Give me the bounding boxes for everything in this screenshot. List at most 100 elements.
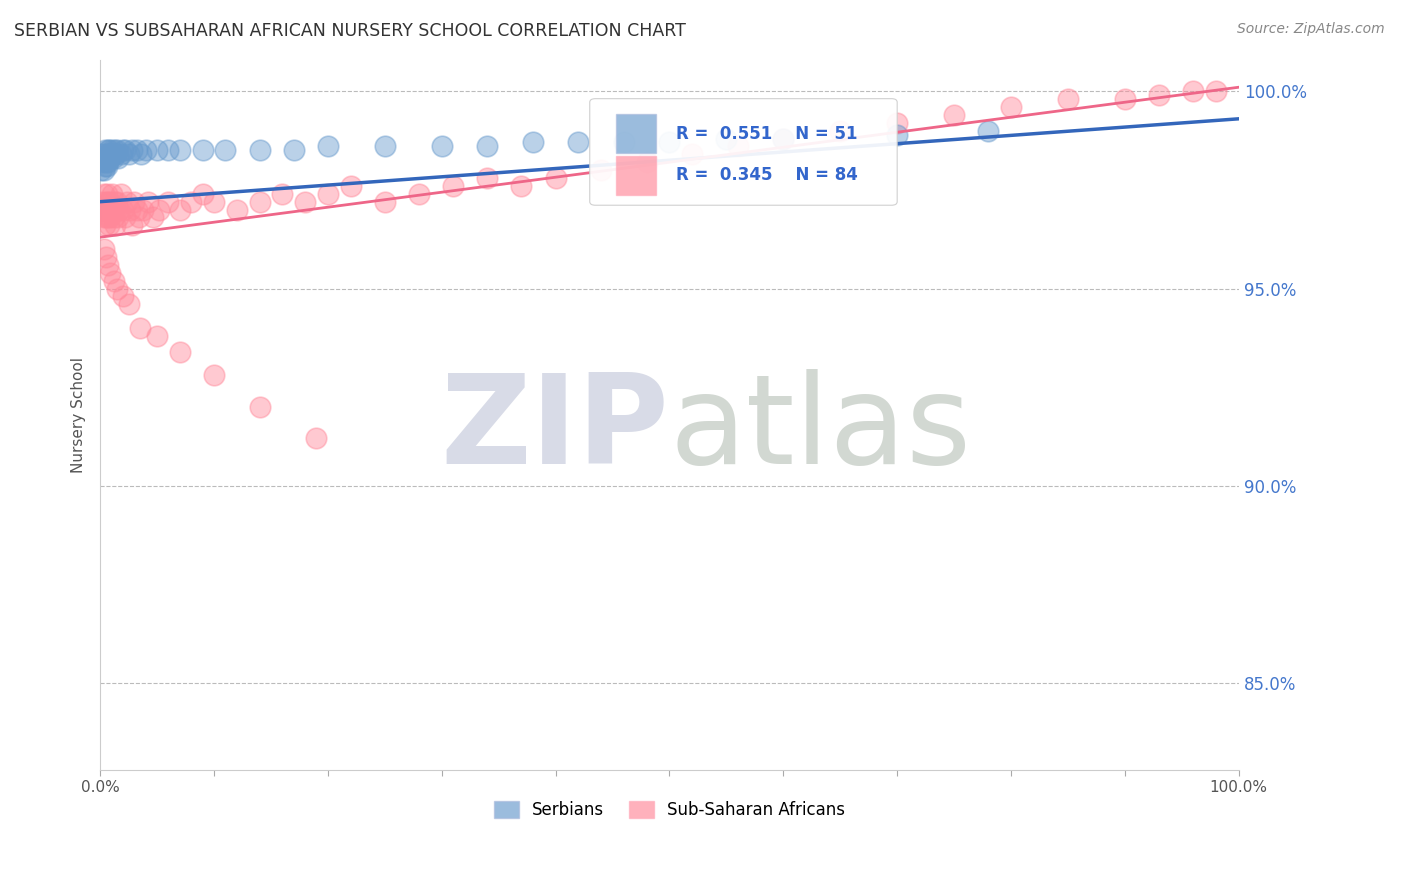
Point: [93, 202, 115, 217]
Point: [132, 202, 155, 217]
Point: [477, 139, 499, 153]
Point: [93, 144, 115, 158]
Point: [146, 144, 169, 158]
Point: [658, 136, 681, 150]
Point: [97, 155, 120, 169]
Point: [316, 186, 339, 201]
FancyBboxPatch shape: [616, 155, 655, 194]
Point: [107, 151, 129, 165]
FancyBboxPatch shape: [589, 99, 897, 205]
Point: [100, 194, 122, 209]
FancyBboxPatch shape: [616, 114, 655, 153]
Point: [103, 147, 125, 161]
Point: [91, 194, 114, 209]
Point: [249, 400, 271, 414]
Text: SERBIAN VS SUBSAHARAN AFRICAN NURSERY SCHOOL CORRELATION CHART: SERBIAN VS SUBSAHARAN AFRICAN NURSERY SC…: [14, 22, 686, 40]
Point: [148, 202, 170, 217]
Point: [477, 171, 499, 186]
Point: [283, 144, 305, 158]
Point: [727, 139, 749, 153]
Point: [97, 211, 120, 225]
Point: [93, 159, 115, 173]
Text: ZIP: ZIP: [440, 368, 669, 490]
Point: [225, 202, 247, 217]
Text: Source: ZipAtlas.com: Source: ZipAtlas.com: [1237, 22, 1385, 37]
Point: [886, 116, 908, 130]
Point: [271, 186, 294, 201]
Point: [98, 147, 121, 161]
Point: [104, 194, 127, 209]
Point: [1147, 88, 1170, 103]
Point: [1114, 92, 1136, 106]
Point: [202, 368, 225, 383]
Point: [117, 297, 139, 311]
Point: [105, 194, 128, 209]
Point: [146, 329, 169, 343]
Point: [943, 108, 966, 122]
Point: [249, 194, 271, 209]
Point: [94, 250, 117, 264]
Point: [94, 211, 117, 225]
Point: [430, 139, 453, 153]
Point: [202, 194, 225, 209]
Point: [93, 186, 115, 201]
Point: [97, 144, 120, 158]
Point: [249, 144, 271, 158]
Point: [105, 202, 128, 217]
Point: [124, 194, 146, 209]
Point: [94, 155, 117, 169]
Point: [100, 151, 122, 165]
Point: [93, 151, 115, 165]
Point: [157, 194, 180, 209]
Point: [128, 211, 150, 225]
Point: [93, 242, 115, 256]
Point: [886, 128, 908, 142]
Point: [567, 136, 589, 150]
Point: [104, 144, 127, 158]
Point: [180, 194, 202, 209]
Point: [105, 147, 128, 161]
Text: R =  0.345    N = 84: R = 0.345 N = 84: [676, 166, 858, 184]
Point: [107, 211, 129, 225]
Point: [96, 202, 118, 217]
Point: [103, 211, 125, 225]
Point: [93, 219, 115, 233]
Text: R =  0.551    N = 51: R = 0.551 N = 51: [676, 125, 858, 143]
Point: [96, 186, 118, 201]
Point: [98, 219, 121, 233]
Y-axis label: Nursery School: Nursery School: [72, 357, 86, 473]
Point: [108, 202, 131, 217]
Point: [294, 194, 316, 209]
Point: [91, 147, 114, 161]
Point: [100, 147, 122, 161]
Point: [91, 155, 114, 169]
Point: [94, 194, 117, 209]
Point: [100, 202, 122, 217]
Point: [191, 186, 214, 201]
Point: [97, 258, 120, 272]
Point: [101, 202, 124, 217]
Point: [103, 274, 125, 288]
Point: [111, 289, 134, 303]
Point: [522, 136, 544, 150]
Point: [98, 202, 121, 217]
Point: [110, 147, 132, 161]
Point: [93, 211, 115, 225]
Point: [125, 144, 148, 158]
Point: [104, 219, 127, 233]
Point: [191, 144, 214, 158]
Point: [90, 163, 112, 178]
Point: [441, 178, 464, 193]
Point: [100, 186, 122, 201]
Point: [613, 136, 636, 150]
Point: [111, 144, 134, 158]
Legend: Serbians, Sub-Saharan Africans: Serbians, Sub-Saharan Africans: [486, 794, 852, 826]
Point: [121, 144, 143, 158]
Point: [93, 163, 115, 178]
Point: [129, 321, 152, 335]
Point: [408, 186, 430, 201]
Point: [141, 211, 163, 225]
Point: [316, 139, 339, 153]
Point: [117, 147, 139, 161]
Point: [1057, 92, 1080, 106]
